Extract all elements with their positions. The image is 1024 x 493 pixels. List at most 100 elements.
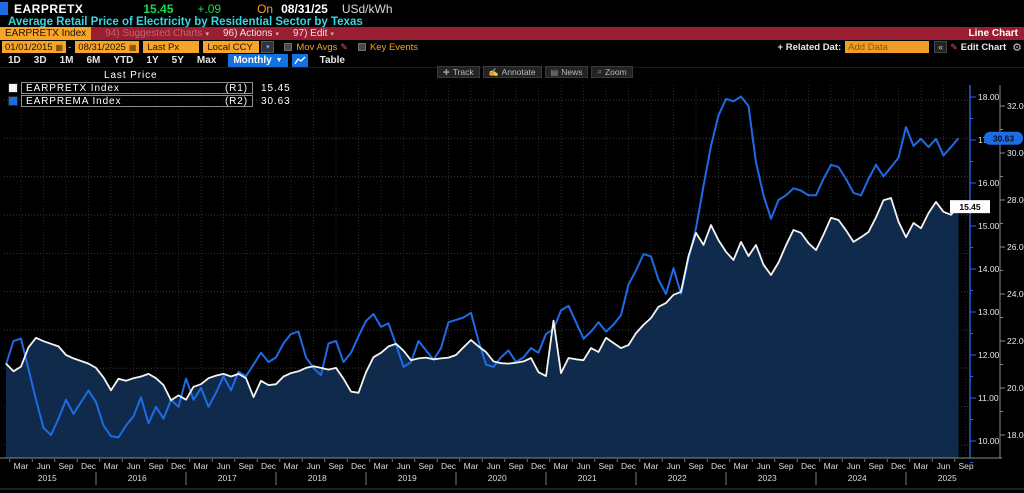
period-6m[interactable]: 6M (86, 55, 101, 66)
x-axis-year-label: 2019 (398, 473, 417, 483)
r1-axis-label: 13.00 (978, 307, 1000, 317)
x-axis-month-label: Sep (688, 461, 703, 471)
earpretx-series-line (5, 197, 960, 402)
period-1y[interactable]: 1Y (146, 55, 159, 66)
x-axis-year-label: 2021 (578, 473, 597, 483)
news-button[interactable]: ▤ News (544, 66, 589, 78)
calendar-icon: ▦ (128, 42, 137, 52)
gear-icon[interactable]: ⚙ (1012, 41, 1022, 54)
pencil-icon[interactable]: ✎ (340, 41, 348, 52)
period-3d[interactable]: 3D (33, 55, 47, 66)
settings-right-cluster: + Related Dat: Add Data « ✎ Edit Chart ⚙ (778, 41, 1024, 54)
panel-indicator-icon (0, 2, 8, 15)
currency-select[interactable]: Local CCY (203, 41, 260, 53)
x-axis-month-label: Mar (554, 461, 569, 471)
x-axis-month-label: Mar (644, 461, 659, 471)
period-5y[interactable]: 5Y (171, 55, 184, 66)
chart-toolbar: ✚ Track ✍ Annotate ▤ News ⌕ Zoom (437, 66, 633, 78)
r1-axis-label: 14.00 (978, 264, 1000, 274)
x-axis-month-label: Jun (127, 461, 141, 471)
x-axis-month-label: Sep (328, 461, 343, 471)
legend-row-earprema[interactable]: EARPREMA Index (R2) 30.63 (8, 95, 291, 107)
x-axis-month-label: Mar (914, 461, 929, 471)
r1-axis-label: 11.00 (978, 393, 999, 403)
r1-axis-label: 15.00 (978, 221, 1000, 231)
magnifier-icon: ⌕ (597, 67, 602, 76)
date-from-field[interactable]: 01/01/2015 ▦ (2, 41, 67, 53)
chevron-down-icon: ▾ (205, 31, 209, 38)
price-date: 08/31/25 (281, 1, 328, 16)
x-axis-month-label: Jun (487, 461, 501, 471)
price-change: +.09 (197, 1, 222, 16)
track-button[interactable]: ✚ Track (437, 66, 480, 78)
period-ytd[interactable]: YTD (113, 55, 134, 66)
x-axis-month-label: Jun (577, 461, 591, 471)
x-axis-year-label: 2024 (848, 473, 867, 483)
x-axis-year-label: 2023 (758, 473, 777, 483)
collapse-button[interactable]: « (934, 41, 948, 53)
period-max[interactable]: Max (196, 55, 217, 66)
key-events-label[interactable]: Key Events (369, 41, 419, 53)
related-data-label: + Related Dat: (777, 41, 842, 53)
r2-axis-label: 26.00 (1007, 242, 1024, 252)
earpretx-last-badge-value: 15.45 (959, 202, 981, 212)
x-axis-year-label: 2025 (938, 473, 957, 483)
date-to-field[interactable]: 08/31/2025 ▦ (75, 41, 140, 53)
add-data-input[interactable]: Add Data (845, 41, 930, 53)
edit-menu[interactable]: 97) Edit ▾ (292, 28, 334, 39)
x-axis-month-label: Jun (937, 461, 951, 471)
line-chart-type-button[interactable] (291, 54, 308, 67)
legend-value: 30.63 (261, 95, 291, 107)
earpretx-last-badge (950, 200, 990, 214)
news-lines-icon: ▤ (550, 67, 559, 77)
period-tabs: 1D 3D 1M 6M YTD 1Y 5Y Max (0, 55, 216, 66)
earpretx-swatch-icon (8, 83, 18, 93)
x-axis-month-label: Dec (711, 461, 727, 471)
x-axis-month-label: Mar (284, 461, 299, 471)
x-axis-month-label: Jun (307, 461, 321, 471)
price-chart[interactable]: 18.0017.0016.0015.0014.0013.0012.0011.00… (0, 68, 1024, 493)
x-axis-month-label: Jun (757, 461, 771, 471)
frequency-select[interactable]: Monthly ▼ (228, 54, 288, 67)
suggested-charts-menu[interactable]: 94) Suggested Charts ▾ (105, 28, 209, 39)
chevron-down-icon: ▼ (275, 57, 283, 64)
edit-chart-pencil-icon: ✎ (950, 41, 958, 52)
price-field-select[interactable]: Last Px (143, 41, 200, 53)
x-axis-month-label: Dec (261, 461, 277, 471)
period-1d[interactable]: 1D (8, 55, 21, 66)
earprema-swatch-icon (8, 96, 18, 106)
x-axis-month-label: Mar (464, 461, 479, 471)
currency-dropdown-icon[interactable]: ▾ (261, 41, 275, 53)
zoom-button[interactable]: ⌕ Zoom (591, 66, 633, 78)
x-axis-month-label: Dec (351, 461, 367, 471)
x-axis-month-label: Sep (58, 461, 73, 471)
x-axis-month-label: Mar (194, 461, 209, 471)
chart-area: 18.0017.0016.0015.0014.0013.0012.0011.00… (0, 68, 1024, 493)
x-axis-month-label: Dec (801, 461, 817, 471)
actions-menu[interactable]: 96) Actions ▾ (222, 28, 279, 39)
period-1m[interactable]: 1M (59, 55, 74, 66)
annotate-button[interactable]: ✍ Annotate (482, 66, 542, 78)
r1-axis-label: 12.00 (978, 350, 1000, 360)
security-field[interactable]: EARPRETX Index (0, 27, 92, 40)
legend-row-earpretx[interactable]: EARPRETX Index (R1) 15.45 (8, 82, 291, 94)
security-title-bar: Average Retail Price of Electricity by R… (0, 16, 1024, 28)
x-axis-month-label: Sep (238, 461, 253, 471)
chevron-down-icon: ▾ (330, 31, 334, 38)
r1-axis-label: 10.00 (978, 436, 1000, 446)
mov-avgs-checkbox[interactable] (284, 43, 293, 51)
r1-axis-label: 18.00 (978, 92, 1000, 102)
table-button[interactable]: Table (319, 55, 345, 66)
edit-chart-button[interactable]: Edit Chart (960, 41, 1007, 53)
legend-value: 15.45 (261, 82, 291, 94)
date-range-separator: - (68, 41, 72, 53)
price-unit: USd/kWh (341, 1, 393, 16)
security-description: Average Retail Price of Electricity by R… (8, 16, 363, 28)
earprema-last-badge (984, 131, 1023, 145)
r2-axis-label: 22.00 (1007, 336, 1024, 346)
key-events-checkbox[interactable] (357, 43, 366, 51)
mov-avgs-label[interactable]: Mov Avgs (296, 41, 338, 53)
last-price: 15.45 (143, 1, 174, 16)
x-axis-month-label: Dec (441, 461, 457, 471)
